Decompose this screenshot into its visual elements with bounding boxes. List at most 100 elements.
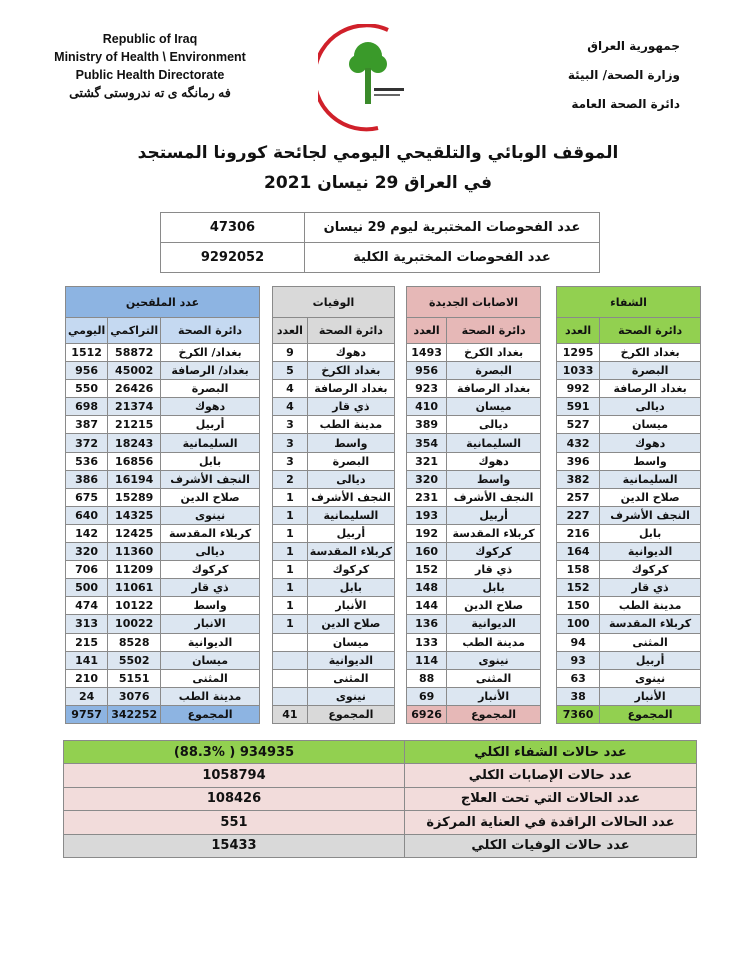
- table-row: ذي قار 152: [405, 560, 541, 580]
- table-row: مدينة الطب 133: [405, 632, 541, 652]
- total-cell: المجموع: [599, 704, 701, 724]
- district-cell: الأنبار: [599, 686, 701, 706]
- value-cell: 152: [405, 560, 448, 580]
- value-cell: 158: [555, 560, 601, 580]
- table-row: عدد الملقحين: [65, 286, 260, 318]
- value-cell: 21374: [107, 397, 162, 417]
- value-cell: 313: [64, 614, 109, 634]
- table-row: دهوك 432: [555, 433, 701, 453]
- value-cell: 10022: [107, 614, 162, 634]
- summary-label: عدد الحالات التي تحت العلاج: [404, 786, 697, 812]
- table-row: المثنى 94: [555, 632, 701, 652]
- table-row: ميسان 5502 141: [64, 650, 260, 670]
- table-row: بغداد/ الكرخ 58872 1512: [64, 342, 260, 363]
- table-row: دهوك 321: [405, 451, 541, 471]
- value-cell: 550: [64, 379, 109, 399]
- title-line-1: الموقف الوبائي والتلقيحي اليومي لجائحة ك…: [137, 143, 619, 163]
- table-row: واسط 396: [555, 451, 701, 471]
- value-cell: 148: [405, 578, 448, 598]
- value-cell: 5151: [107, 668, 162, 688]
- value-cell: 527: [555, 415, 601, 435]
- district-cell: أربيل: [446, 505, 541, 525]
- district-cell: بغداد الرصافة: [446, 379, 541, 399]
- district-cell: أربيل: [306, 523, 396, 544]
- district-cell: نينوى: [160, 505, 260, 525]
- table-title: عدد الملقحين: [65, 286, 260, 318]
- table-row: عدد حالات الوفيات الكلي 15433: [63, 833, 697, 858]
- value-cell: 144: [405, 596, 448, 616]
- value-cell: 320: [405, 469, 448, 489]
- total-cell: المجموع: [306, 704, 396, 724]
- header-line: Public Health Directorate: [75, 68, 225, 82]
- value-cell: 1033: [555, 361, 601, 381]
- value-cell: 24: [64, 686, 109, 706]
- value-cell: 142: [64, 523, 109, 544]
- value-cell: 1: [272, 560, 308, 580]
- district-cell: ميسان: [599, 415, 701, 435]
- value-cell: 2: [272, 469, 308, 489]
- value-cell: 193: [405, 505, 448, 525]
- table-row: كربلاء المقدسة 1: [272, 542, 396, 562]
- district-cell: البصرة: [160, 379, 260, 399]
- table-row: السليمانية 382: [555, 469, 701, 489]
- table-row: بغداد الكرخ 5: [272, 361, 396, 381]
- summary-label: عدد حالات الإصابات الكلي: [404, 763, 697, 788]
- district-cell: الديوانية: [599, 542, 701, 562]
- header-line: Ministry of Health \ Environment: [54, 50, 246, 64]
- district-cell: المثنى: [599, 632, 701, 652]
- page-title: الموقف الوبائي والتلقيحي اليومي لجائحة ك…: [100, 138, 656, 198]
- table-row: مدينة الطب 150: [555, 596, 701, 616]
- table-row: السليمانية 18243 372: [64, 433, 260, 453]
- table-row: النجف الأشرف 231: [405, 487, 541, 507]
- table-row: عدد الحالات التي تحت العلاج 108426: [63, 786, 697, 812]
- table-row: نينوى 114: [405, 650, 541, 670]
- district-cell: النجف الأشرف: [306, 487, 396, 507]
- table-row: دائرة الصحة العدد: [272, 317, 396, 344]
- table-row: المثنى 5151 210: [64, 668, 260, 688]
- table-row: المجموع 7360: [555, 704, 701, 724]
- table-row: بغداد/ الرصافة 45002 956: [64, 361, 260, 381]
- table-row: دائرة الصحة العدد: [405, 317, 541, 344]
- value-cell: 8528: [107, 632, 162, 652]
- value-cell: 389: [405, 415, 448, 435]
- value-cell: 10122: [107, 596, 162, 616]
- district-cell: السليمانية: [599, 469, 701, 489]
- total-cell: المجموع: [446, 704, 541, 724]
- district-cell: بابل: [160, 451, 260, 471]
- label: عدد الفحوصات المختبرية ليوم 29 نيسان: [304, 212, 600, 243]
- header-line: جمهورية العراق: [587, 39, 680, 53]
- table-row: المجموع 41: [272, 704, 396, 724]
- table-row: ميسان: [272, 632, 396, 652]
- table-row: البصرة 26426 550: [64, 379, 260, 399]
- value-cell: 3: [272, 451, 308, 471]
- district-cell: بغداد الكرخ: [446, 342, 541, 363]
- value-cell: 1: [272, 578, 308, 598]
- table-row: الأنبار 1: [272, 596, 396, 616]
- value-cell: 16856: [107, 451, 162, 471]
- value-cell: 640: [64, 505, 109, 525]
- header-line: وزارة الصحة/ البيئة: [567, 68, 680, 82]
- value-cell: 1: [272, 614, 308, 634]
- table-title: الاصابات الجديدة: [406, 286, 541, 318]
- value-cell: 94: [555, 632, 601, 652]
- district-cell: النجف الأشرف: [160, 469, 260, 489]
- recovery-table: الشفاء دائرة الصحة العدد بغداد الكرخ 1295 الب…: [555, 286, 701, 724]
- table-row: السليمانية 1: [272, 505, 396, 525]
- district-cell: بغداد الرصافة: [599, 379, 701, 399]
- value-cell: 63: [555, 668, 601, 688]
- table-row: المجموع 6926: [405, 704, 541, 724]
- district-cell: الديوانية: [446, 614, 541, 634]
- district-cell: أربيل: [160, 415, 260, 435]
- table-row: كركوك 11209 706: [64, 560, 260, 580]
- district-cell: نينوى: [446, 650, 541, 670]
- value-cell: 382: [555, 469, 601, 489]
- table-row: عدد الحالات الراقدة في العناية المركزة 55…: [63, 810, 697, 835]
- table-row: المثنى 88: [405, 668, 541, 688]
- district-cell: السليمانية: [306, 505, 396, 525]
- table-row: المجموع 342252 9757: [64, 704, 260, 724]
- value-cell: 215: [64, 632, 109, 652]
- value-cell: 192: [405, 523, 448, 544]
- value: 47306: [160, 212, 305, 243]
- table-row: واسط 320: [405, 469, 541, 489]
- district-cell: كركوك: [446, 542, 541, 562]
